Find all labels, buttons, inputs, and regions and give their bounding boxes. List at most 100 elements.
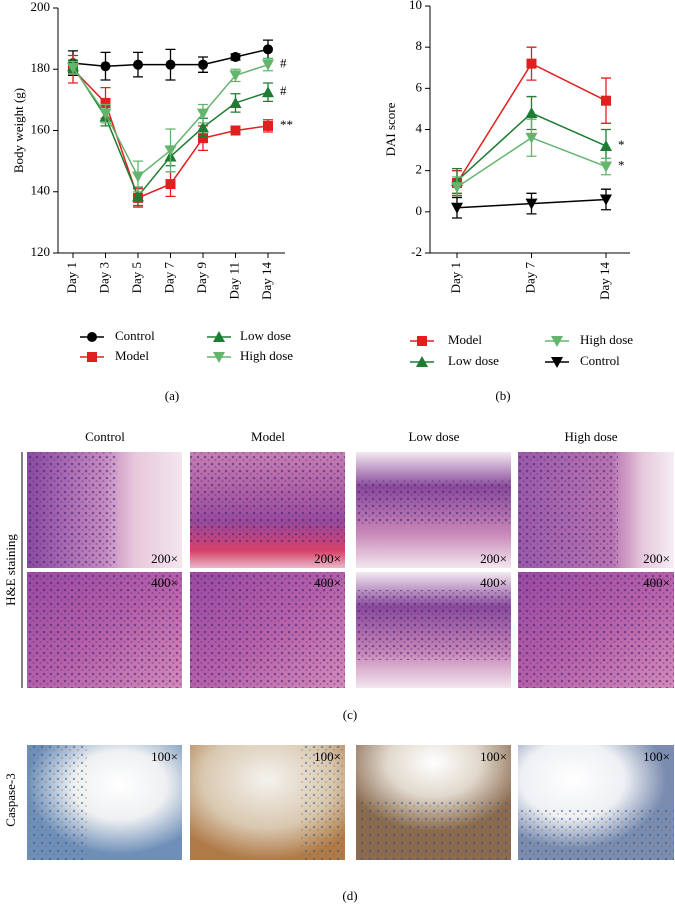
x-tick-label: Day 7 (161, 262, 176, 294)
magnification: 200× (314, 551, 341, 566)
y-tick-label: 200 (31, 0, 51, 14)
marker (229, 70, 242, 82)
marker (164, 145, 177, 157)
y-tick-label: 4 (416, 120, 423, 135)
marker (100, 61, 111, 72)
annotation: # (280, 56, 287, 71)
magnification: 100× (643, 749, 670, 764)
y-tick-label: 0 (416, 203, 423, 218)
marker (600, 139, 612, 151)
column-label: Model (251, 429, 285, 444)
x-tick-label: Day 1 (448, 262, 463, 293)
row-label: H&E staining (3, 534, 18, 606)
marker (67, 62, 79, 74)
magnification: 200× (151, 551, 178, 566)
annotation: * (618, 158, 625, 173)
legend-label: Control (115, 328, 155, 343)
legend-marker (87, 352, 97, 362)
marker (230, 52, 241, 62)
marker (133, 59, 143, 70)
marker (600, 194, 612, 206)
marker (165, 59, 176, 70)
y-axis-label: Body weight (g) (11, 88, 26, 173)
legend-marker (87, 332, 97, 342)
legend-marker (551, 336, 563, 347)
legend-label: High dose (580, 332, 633, 347)
y-tick-label: 8 (416, 38, 423, 53)
annotation: # (280, 83, 287, 98)
marker (525, 132, 538, 144)
y-tick-label: 120 (31, 244, 51, 259)
x-tick-label: Day 14 (259, 262, 274, 300)
marker (198, 133, 208, 144)
marker (262, 86, 274, 98)
y-tick-label: 140 (31, 183, 51, 198)
marker (601, 95, 611, 106)
magnification: 400× (643, 575, 670, 590)
magnification: 100× (314, 749, 341, 764)
legend-marker (417, 336, 427, 346)
panel-label: (d) (342, 888, 357, 903)
legend-label: Low dose (240, 328, 291, 343)
panel-label: (b) (495, 388, 510, 403)
x-tick-label: Day 3 (96, 262, 111, 293)
y-tick-label: 6 (416, 79, 423, 94)
marker (526, 58, 537, 69)
magnification: 400× (151, 575, 178, 590)
legend-marker (213, 352, 225, 363)
magnification: 200× (643, 551, 670, 566)
y-axis-label: DAI score (383, 102, 398, 156)
y-tick-label: 10 (409, 0, 422, 12)
y-tick-label: -2 (411, 244, 422, 259)
y-tick-label: 160 (31, 121, 51, 136)
caspase-images (27, 745, 674, 860)
marker (99, 108, 112, 120)
legend-marker (551, 357, 563, 368)
marker (230, 125, 241, 136)
annotation: * (618, 137, 625, 152)
legend-label: Control (580, 353, 620, 368)
legend-label: Model (115, 348, 149, 363)
magnification: 100× (151, 749, 178, 764)
legend-label: Model (448, 332, 482, 347)
column-label: High dose (564, 429, 617, 444)
x-tick-label: Day 1 (64, 262, 79, 293)
marker (197, 108, 209, 120)
column-label: Control (85, 429, 125, 444)
x-tick-label: Day 7 (522, 262, 537, 294)
magnification: 400× (314, 575, 341, 590)
marker (451, 182, 463, 194)
marker (600, 161, 612, 173)
legend-marker (416, 356, 428, 367)
magnification: 100× (480, 749, 507, 764)
marker (165, 179, 176, 190)
marker (229, 96, 242, 108)
panel-label: (a) (165, 388, 179, 403)
x-tick-label: Day 5 (129, 262, 144, 293)
marker (525, 198, 538, 210)
x-tick-label: Day 14 (597, 262, 612, 300)
y-tick-label: 2 (416, 162, 423, 177)
marker (197, 121, 209, 133)
legend-label: Low dose (448, 353, 499, 368)
marker (132, 171, 144, 183)
x-tick-label: Day 11 (226, 262, 241, 299)
marker (100, 97, 111, 108)
marker (525, 107, 538, 119)
marker (198, 59, 208, 70)
marker (263, 120, 273, 131)
magnification: 200× (480, 551, 507, 566)
marker (263, 44, 273, 55)
legend-marker (213, 331, 225, 342)
magnification: 400× (480, 575, 507, 590)
marker (132, 190, 144, 202)
x-tick-label: Day 9 (194, 262, 209, 293)
legend-label: High dose (240, 348, 293, 363)
y-tick-label: 180 (31, 60, 51, 75)
panel-label: (c) (343, 707, 357, 722)
marker (262, 59, 274, 71)
marker (451, 202, 463, 214)
he-images (27, 452, 674, 688)
row-label: Caspase-3 (3, 773, 18, 826)
